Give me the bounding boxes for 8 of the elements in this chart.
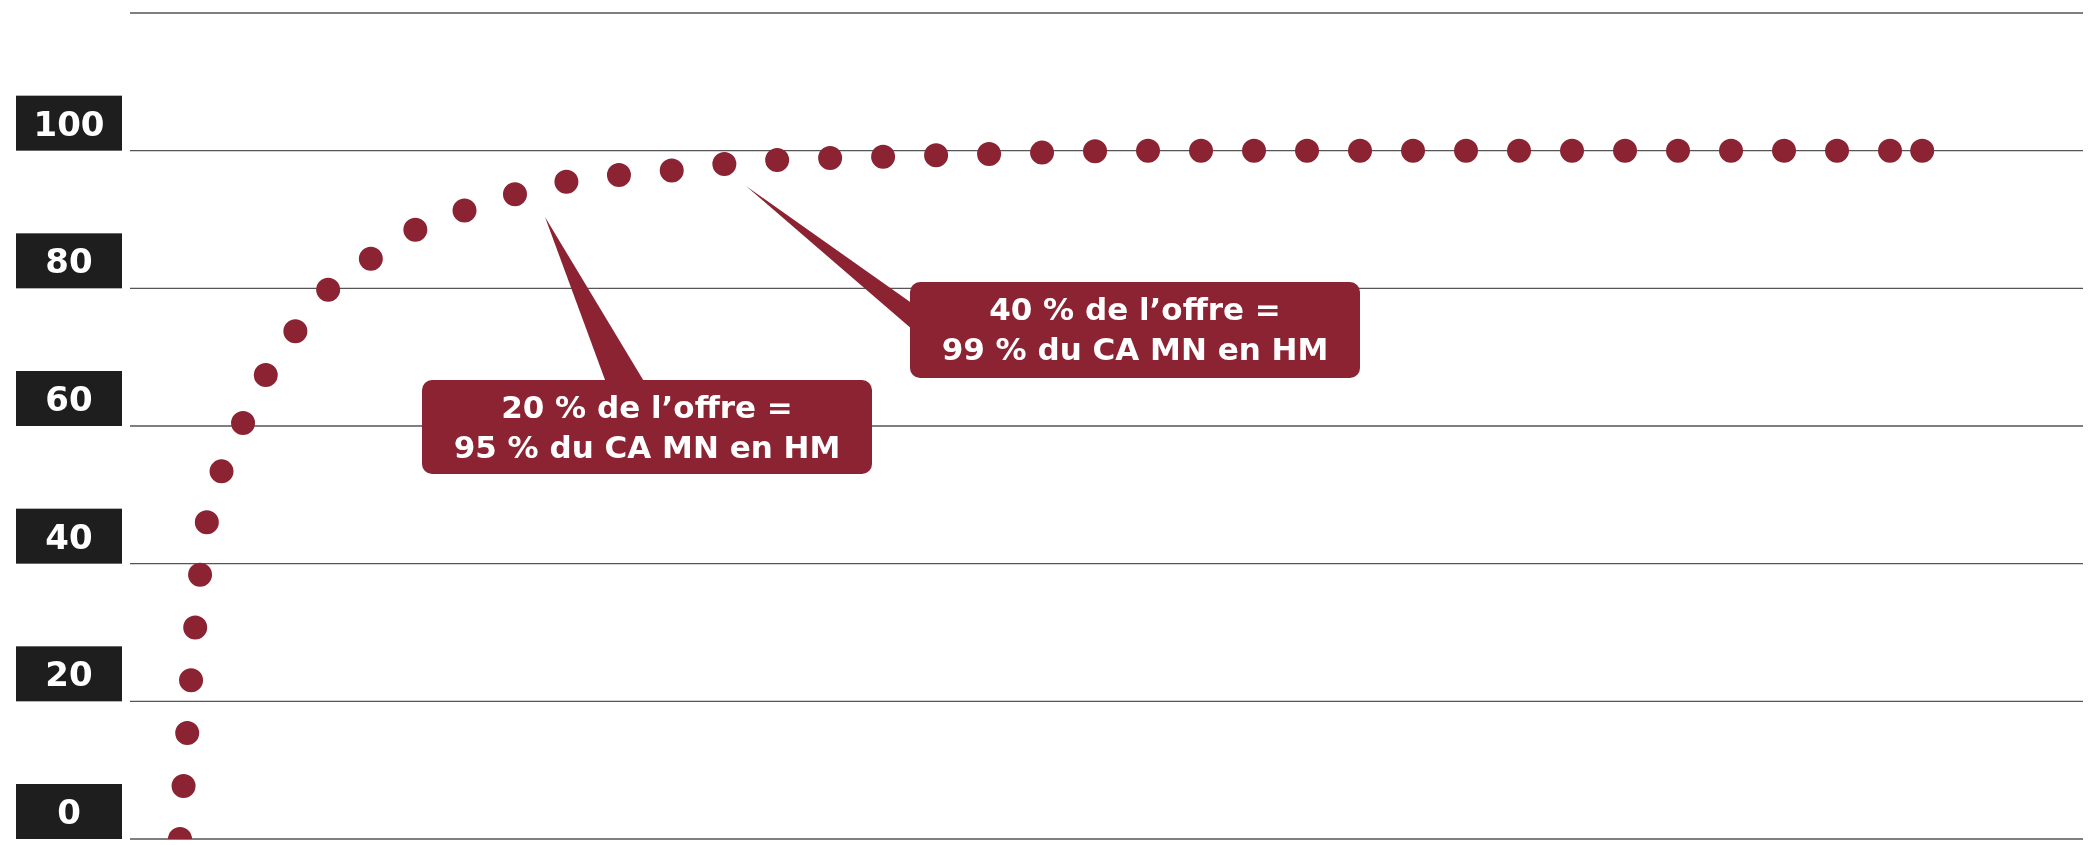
y-tick-label: 20 (45, 654, 93, 695)
annotation: 40 % de l’offre = 99 % du CA MN en HM (941, 291, 1329, 367)
annotation: 20 % de l’offre = 95 % du CA MN en HM (453, 389, 841, 465)
y-tick-label: 100 (33, 103, 105, 144)
y-tick-label: 60 (45, 379, 93, 419)
y-tick-label: 80 (45, 241, 93, 282)
y-tick-label: 0 (57, 792, 81, 832)
y-tick-label: 40 (45, 516, 93, 557)
